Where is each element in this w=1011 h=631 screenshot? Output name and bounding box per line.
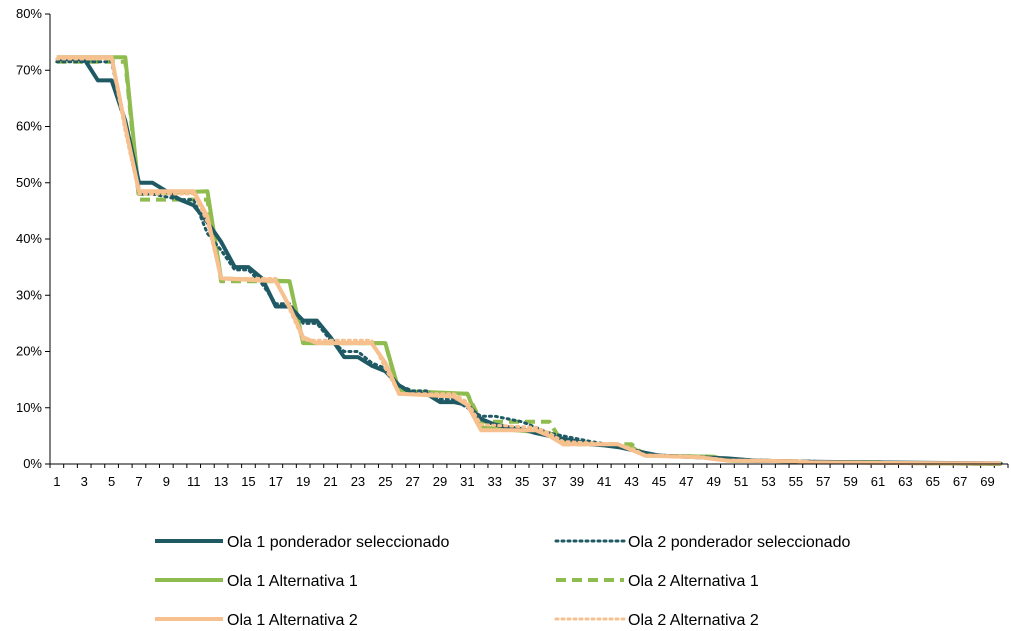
x-tick-label: 43	[624, 474, 638, 489]
series-line-1	[56, 57, 1002, 466]
x-tick-label: 7	[135, 474, 142, 489]
series-line-6	[55, 57, 1003, 465]
legend-label: Ola 1 Alternativa 2	[227, 612, 358, 629]
y-tick-label: 40%	[16, 231, 42, 246]
y-tick-label: 50%	[16, 175, 42, 190]
x-tick-label: 33	[488, 474, 502, 489]
y-tick-label: 20%	[16, 344, 42, 359]
series-line-3	[56, 55, 1002, 466]
x-axis-ticks: 1 3 5 7 9 11 13 15 17 19 21 23 25 27 29 31 33 35 37 39 41 43 4…	[49, 464, 1009, 489]
x-tick-label: 15	[241, 474, 255, 489]
legend-label: Ola 2 Alternativa 2	[628, 612, 759, 629]
x-tick-label: 41	[597, 474, 611, 489]
x-tick-label: 61	[871, 474, 885, 489]
y-tick-label: 30%	[16, 287, 42, 302]
legend-label: Ola 1 ponderador seleccionado	[227, 534, 449, 551]
x-tick-label: 23	[351, 474, 365, 489]
x-tick-label: 57	[816, 474, 830, 489]
x-tick-label: 65	[925, 474, 939, 489]
x-tick-label: 1	[53, 474, 60, 489]
legend-label: Ola 2 Alternativa 1	[628, 573, 759, 590]
x-tick-label: 69	[980, 474, 994, 489]
x-tick-label: 5	[108, 474, 115, 489]
x-tick-label: 45	[652, 474, 666, 489]
y-tick-label: 0%	[23, 456, 42, 471]
x-tick-label: 67	[953, 474, 967, 489]
x-tick-label: 25	[378, 474, 392, 489]
x-tick-label: 49	[707, 474, 721, 489]
x-tick-label: 31	[460, 474, 474, 489]
x-tick-label: 63	[898, 474, 912, 489]
x-tick-label: 59	[843, 474, 857, 489]
legend-label: Ola 2 ponderador seleccionado	[628, 534, 850, 551]
y-axis-ticks: 0% 10% 20% 30% 40% 50% 60% 70% 80%	[16, 6, 50, 471]
legend: Ola 1 ponderador seleccionado Ola 2 ponde…	[155, 534, 850, 629]
x-tick-label: 21	[323, 474, 337, 489]
x-tick-label: 35	[515, 474, 529, 489]
x-tick-label: 19	[296, 474, 310, 489]
x-tick-label: 55	[789, 474, 803, 489]
x-tick-label: 47	[679, 474, 693, 489]
x-tick-label: 37	[542, 474, 556, 489]
x-tick-label: 9	[163, 474, 170, 489]
y-tick-label: 70%	[16, 62, 42, 77]
x-tick-label: 13	[214, 474, 228, 489]
x-tick-label: 11	[187, 474, 201, 489]
x-tick-label: 29	[433, 474, 447, 489]
series-line-5	[56, 55, 1002, 466]
series-lines	[55, 55, 1003, 466]
series-line-2	[55, 60, 1003, 465]
legend-label: Ola 1 Alternativa 1	[227, 573, 358, 590]
y-tick-label: 60%	[16, 119, 42, 134]
x-tick-label: 53	[761, 474, 775, 489]
x-tick-label: 39	[570, 474, 584, 489]
x-tick-label: 17	[269, 474, 283, 489]
x-tick-label: 51	[734, 474, 748, 489]
y-tick-label: 80%	[16, 6, 42, 21]
series-line-4	[56, 59, 1002, 466]
y-tick-label: 10%	[16, 400, 42, 415]
x-tick-label: 3	[81, 474, 88, 489]
x-tick-label: 27	[405, 474, 419, 489]
